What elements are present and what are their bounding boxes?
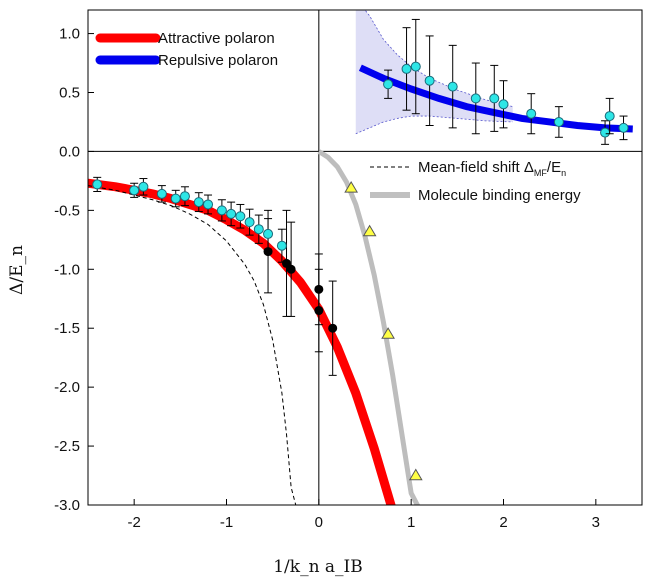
black-data-point (286, 264, 296, 274)
cyan-data-point (489, 93, 500, 104)
molecule-data-point (362, 224, 377, 237)
y-tick-label: 0.0 (59, 143, 80, 160)
legend-label-mean-field: Mean-field shift ΔMF/En (418, 159, 566, 178)
cyan-data-point (235, 211, 246, 222)
cyan-data-point (179, 191, 190, 202)
x-axis-label: 1/k_n a_IB (273, 557, 363, 577)
black-data-point (314, 306, 324, 316)
legend-right: Mean-field shift ΔMF/En Molecule binding … (370, 159, 581, 204)
legend-label-subscript: n (561, 168, 566, 178)
plot-layer: -2 -1 0 1 2 3 1.0 0.5 0.0 -0.5 -1.0 -1.5 -2.0 -2.5 -3.… (54, 9, 643, 531)
cyan-data-point (216, 205, 227, 216)
cyan-data-point (92, 179, 103, 190)
x-tick-label: -2 (127, 514, 140, 531)
y-tick-label: -2.5 (54, 438, 80, 455)
cyan-data-point (470, 93, 481, 104)
legend-label: Attractive polaron (158, 30, 275, 47)
cyan-data-point (600, 127, 611, 138)
x-tick-label: 2 (499, 514, 507, 531)
cyan-data-point (447, 81, 458, 92)
cyan-data-point (553, 116, 564, 127)
molecule-data-point (344, 180, 359, 193)
y-tick-label: -2.0 (54, 379, 80, 396)
molecule-data-point (408, 468, 423, 481)
mean-field-shift-curve (88, 185, 297, 505)
legend-label-part: /E (547, 159, 561, 176)
y-tick-label: -0.5 (54, 202, 80, 219)
cyan-data-point (244, 217, 255, 228)
y-tick-label: 1.0 (59, 26, 80, 43)
cyan-data-point (604, 111, 615, 122)
cyan-data-point (170, 193, 181, 204)
x-tick-label: -1 (220, 514, 233, 531)
cyan-data-point (156, 188, 167, 199)
cyan-data-point (383, 79, 394, 90)
cyan-data-point (203, 199, 214, 210)
cyan-data-point (253, 224, 264, 235)
band-lower-edge (355, 115, 513, 135)
x-tick-label: 0 (315, 514, 323, 531)
legend-label-subscript: MF (534, 168, 547, 178)
molecule-data-point (381, 327, 395, 339)
y-tick-label: -1.0 (54, 261, 80, 278)
cyan-data-point (138, 181, 149, 192)
legend-top-left: Attractive polaron Repulsive polaron (95, 30, 278, 69)
y-tick-label: 0.5 (59, 85, 80, 102)
legend-label: Repulsive polaron (158, 52, 278, 69)
attractive-polaron-curve (88, 178, 396, 505)
molecule-binding-energy-curve (317, 149, 421, 505)
cyan-data-point (410, 61, 421, 72)
cyan-data-point (226, 208, 237, 219)
cyan-data-point (526, 108, 537, 119)
cyan-data-point (263, 228, 274, 239)
cyan-data-point (276, 240, 287, 251)
plot-frame (87, 9, 643, 506)
cyan-data-point (193, 197, 204, 208)
cyan-data-point (424, 75, 435, 86)
y-axis-label: Δ/E_n (7, 245, 27, 295)
x-tick-label: 1 (407, 514, 415, 531)
cyan-data-point (129, 185, 140, 196)
y-tick-label: -3.0 (54, 497, 80, 514)
cyan-data-point (618, 122, 629, 133)
legend-label-molecule: Molecule binding energy (418, 187, 581, 204)
y-tick-label: -1.5 (54, 320, 80, 337)
y-axis-label-text: Δ/E_n (7, 245, 27, 295)
cyan-data-point (401, 63, 412, 74)
black-data-point (328, 323, 338, 333)
legend-label-part: Mean-field shift Δ (418, 159, 534, 176)
cyan-data-point (498, 99, 509, 110)
x-tick-label: 3 (592, 514, 600, 531)
